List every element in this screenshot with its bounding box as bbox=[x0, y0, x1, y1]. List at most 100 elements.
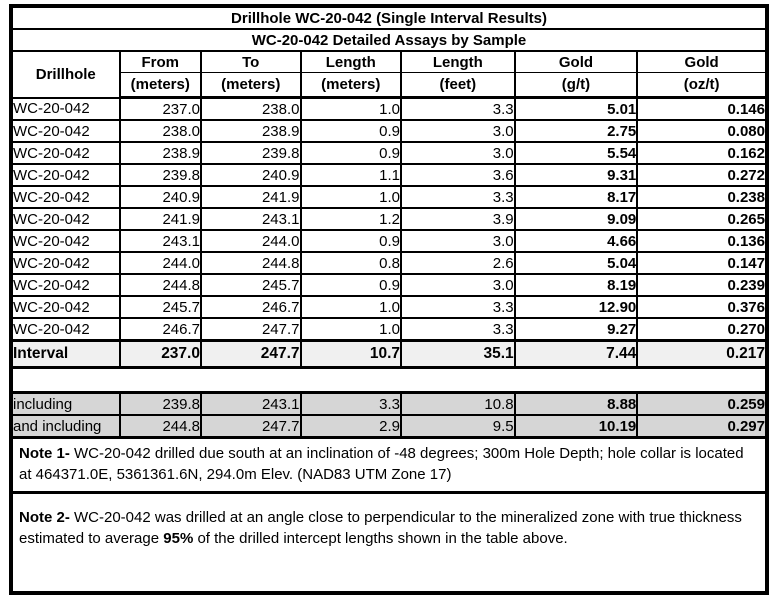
cell-gold-gt: 4.66 bbox=[513, 229, 639, 253]
cell-drillhole: WC-20-042 bbox=[10, 229, 121, 253]
column-unit-length-ft: (feet) bbox=[400, 72, 516, 99]
cell-length-m: 1.0 bbox=[299, 185, 403, 209]
cell-length-ft: 3.3 bbox=[400, 295, 516, 319]
cell-length-ft: 3.0 bbox=[400, 119, 516, 143]
table-row: WC-20-042 239.8 240.9 1.1 3.6 9.31 0.272 bbox=[10, 163, 768, 187]
cell-to: 244.0 bbox=[199, 229, 302, 253]
table-row: WC-20-042 243.1 244.0 0.9 3.0 4.66 0.136 bbox=[10, 229, 768, 253]
cell-length-m: 1.1 bbox=[299, 163, 403, 187]
cell-gold-ozt: 0.162 bbox=[636, 141, 768, 165]
cell-and-including-length-m: 2.9 bbox=[299, 414, 403, 439]
assay-rows: WC-20-042 237.0 238.0 1.0 3.3 5.01 0.146 WC-20-… bbox=[10, 96, 768, 342]
cell-and-including-label: and including bbox=[10, 414, 121, 439]
cell-to: 243.1 bbox=[199, 207, 302, 231]
column-header-from: From bbox=[118, 50, 202, 73]
and-including-row: and including 244.8 247.7 2.9 9.5 10.19 … bbox=[10, 414, 768, 439]
note-1-label: Note 1- bbox=[19, 445, 70, 462]
cell-gold-gt: 8.19 bbox=[513, 273, 639, 297]
cell-length-ft: 2.6 bbox=[400, 251, 516, 275]
cell-gold-ozt: 0.272 bbox=[636, 163, 768, 187]
cell-gold-gt: 2.75 bbox=[513, 119, 639, 143]
cell-to: 240.9 bbox=[199, 163, 302, 187]
column-header-to: To bbox=[199, 50, 302, 73]
cell-length-ft: 3.3 bbox=[400, 96, 516, 121]
cell-gold-ozt: 0.146 bbox=[636, 96, 768, 121]
column-unit-length-m: (meters) bbox=[299, 72, 403, 99]
cell-gold-ozt: 0.238 bbox=[636, 185, 768, 209]
cell-drillhole: WC-20-042 bbox=[10, 317, 121, 342]
spacer-row bbox=[10, 366, 768, 394]
cell-gold-ozt: 0.080 bbox=[636, 119, 768, 143]
cell-to: 247.7 bbox=[199, 317, 302, 342]
cell-interval-gold-gt: 7.44 bbox=[513, 339, 639, 369]
cell-length-m: 1.0 bbox=[299, 295, 403, 319]
column-header-gold-gt: Gold bbox=[513, 50, 639, 73]
cell-to: 245.7 bbox=[199, 273, 302, 297]
cell-length-m: 1.2 bbox=[299, 207, 403, 231]
cell-gold-ozt: 0.147 bbox=[636, 251, 768, 275]
column-header-length-m: Length bbox=[299, 50, 403, 73]
note-2-text-post: of the drilled intercept lengths shown i… bbox=[193, 530, 568, 547]
cell-from: 241.9 bbox=[118, 207, 202, 231]
cell-from: 244.8 bbox=[118, 273, 202, 297]
cell-length-m: 0.8 bbox=[299, 251, 403, 275]
page: Drillhole WC-20-042 (Single Interval Res… bbox=[9, 4, 779, 595]
cell-gold-gt: 9.27 bbox=[513, 317, 639, 342]
cell-interval-length-ft: 35.1 bbox=[400, 339, 516, 369]
note-2-text-bold: 95% bbox=[163, 530, 194, 547]
including-row: including 239.8 243.1 3.3 10.8 8.88 0.25… bbox=[10, 391, 768, 416]
header-row-units-top: Drillhole From To Length Length Gold Gol… bbox=[10, 50, 768, 99]
column-unit-to: (meters) bbox=[199, 72, 302, 99]
table-subtitle: WC-20-042 Detailed Assays by Sample bbox=[10, 28, 768, 52]
cell-to: 246.7 bbox=[199, 295, 302, 319]
cell-drillhole: WC-20-042 bbox=[10, 295, 121, 319]
cell-interval-from: 237.0 bbox=[118, 339, 202, 369]
cell-gold-gt: 12.90 bbox=[513, 295, 639, 319]
cell-interval-to: 247.7 bbox=[199, 339, 302, 369]
note-2-label: Note 2- bbox=[19, 509, 70, 526]
cell-gold-gt: 9.31 bbox=[513, 163, 639, 187]
cell-length-ft: 3.3 bbox=[400, 317, 516, 342]
cell-from: 238.0 bbox=[118, 119, 202, 143]
cell-interval-label: Interval bbox=[10, 339, 121, 369]
table-row: WC-20-042 238.9 239.8 0.9 3.0 5.54 0.162 bbox=[10, 141, 768, 165]
cell-interval-gold-ozt: 0.217 bbox=[636, 339, 768, 369]
cell-length-ft: 3.0 bbox=[400, 229, 516, 253]
cell-including-label: including bbox=[10, 391, 121, 416]
table-row: WC-20-042 240.9 241.9 1.0 3.3 8.17 0.238 bbox=[10, 185, 768, 209]
note-1: Note 1- WC-20-042 drilled due south at a… bbox=[10, 436, 768, 494]
table-row: WC-20-042 238.0 238.9 0.9 3.0 2.75 0.080 bbox=[10, 119, 768, 143]
cell-including-length-ft: 10.8 bbox=[400, 391, 516, 416]
cell-gold-ozt: 0.136 bbox=[636, 229, 768, 253]
cell-drillhole: WC-20-042 bbox=[10, 207, 121, 231]
cell-interval-length-m: 10.7 bbox=[299, 339, 403, 369]
header-row-units-bottom: (meters) (meters) (meters) (feet) (g/t) … bbox=[11, 72, 768, 99]
cell-length-m: 1.0 bbox=[299, 317, 403, 342]
table-row: WC-20-042 241.9 243.1 1.2 3.9 9.09 0.265 bbox=[10, 207, 768, 231]
cell-from: 244.0 bbox=[118, 251, 202, 275]
subtitle-row: WC-20-042 Detailed Assays by Sample bbox=[10, 28, 768, 52]
cell-length-m: 0.9 bbox=[299, 119, 403, 143]
cell-and-including-to: 247.7 bbox=[199, 414, 302, 439]
interval-row: Interval 237.0 247.7 10.7 35.1 7.44 0.21… bbox=[10, 339, 768, 369]
cell-including-gold-ozt: 0.259 bbox=[636, 391, 768, 416]
note-1-row: Note 1- WC-20-042 drilled due south at a… bbox=[10, 436, 768, 494]
table-row: WC-20-042 244.0 244.8 0.8 2.6 5.04 0.147 bbox=[10, 251, 768, 275]
cell-from: 237.0 bbox=[118, 96, 202, 121]
table-row: WC-20-042 244.8 245.7 0.9 3.0 8.19 0.239 bbox=[10, 273, 768, 297]
note-2-text-pre: WC-20-042 was drilled at an angle close … bbox=[19, 509, 742, 547]
cell-drillhole: WC-20-042 bbox=[10, 119, 121, 143]
column-unit-gold-ozt: (oz/t) bbox=[636, 72, 768, 99]
column-unit-from: (meters) bbox=[118, 72, 202, 99]
cell-gold-gt: 9.09 bbox=[513, 207, 639, 231]
table-row: WC-20-042 245.7 246.7 1.0 3.3 12.90 0.376 bbox=[10, 295, 768, 319]
cell-length-ft: 3.6 bbox=[400, 163, 516, 187]
cell-to: 238.9 bbox=[199, 119, 302, 143]
cell-length-m: 0.9 bbox=[299, 273, 403, 297]
cell-drillhole: WC-20-042 bbox=[10, 251, 121, 275]
cell-and-including-gold-gt: 10.19 bbox=[513, 414, 639, 439]
cell-gold-gt: 5.04 bbox=[513, 251, 639, 275]
cell-length-ft: 3.0 bbox=[400, 273, 516, 297]
cell-to: 238.0 bbox=[199, 96, 302, 121]
cell-from: 246.7 bbox=[118, 317, 202, 342]
